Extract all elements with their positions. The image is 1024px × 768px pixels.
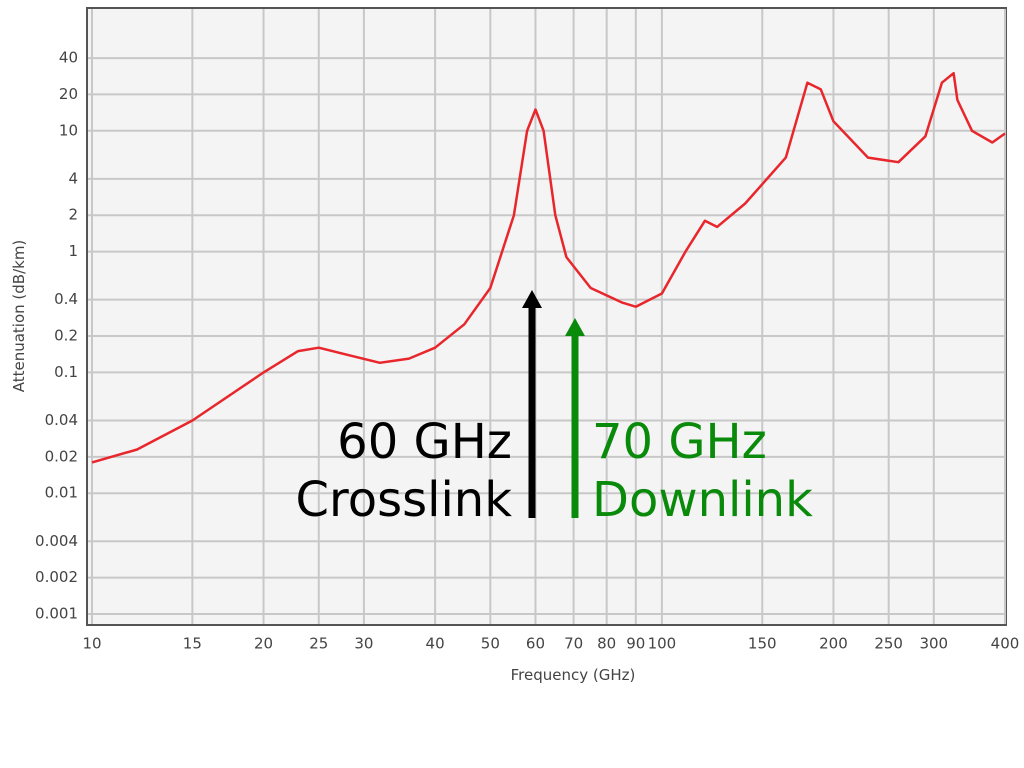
y-tick-label: 40	[59, 49, 78, 67]
x-tick-label: 80	[597, 635, 616, 653]
y-tick-label: 20	[59, 85, 78, 103]
y-axis-label: Attenuation (dB/km)	[10, 240, 28, 393]
x-tick-label: 200	[819, 635, 848, 653]
y-tick-label: 0.2	[54, 327, 78, 345]
y-tick-label: 0.002	[35, 568, 78, 586]
annotation: Downlink	[592, 472, 813, 528]
annotation: 70 GHz	[592, 414, 767, 470]
x-tick-label: 100	[648, 635, 677, 653]
annotation: Crosslink	[296, 472, 513, 528]
x-tick-label: 90	[626, 635, 645, 653]
ticks: 10 15 20 25 30 40 50 60 70 80 90 100 150 200 250 300 400…	[35, 49, 1019, 653]
x-tick-label: 25	[309, 635, 328, 653]
y-tick-label: 0.02	[45, 447, 78, 465]
arrowhead-60	[522, 290, 542, 308]
plot-area	[86, 7, 1007, 626]
line	[91, 71, 1006, 464]
grid	[88, 9, 1006, 624]
x-tick-label: 15	[183, 635, 202, 653]
y-tick-label: 0.004	[35, 532, 78, 550]
arrowhead-70	[565, 318, 585, 336]
y-tick-label: 10	[59, 121, 78, 139]
x-axis-label: Frequency (GHz)	[511, 666, 636, 684]
x-tick-label: 40	[426, 635, 445, 653]
annotation: 60 GHz	[337, 414, 512, 470]
y-tick-label: 0.1	[54, 363, 78, 381]
curve	[91, 71, 1006, 464]
x-tick-label: 150	[748, 635, 777, 653]
y-tick-label: 0.001	[35, 605, 78, 623]
y-tick-label: 0.4	[54, 290, 78, 308]
x-tick-label: 10	[82, 635, 101, 653]
y-tick-label: 0.01	[45, 484, 78, 502]
x-tick-label: 30	[354, 635, 373, 653]
y-tick-label: 4	[68, 169, 78, 187]
x-tick-label: 400	[991, 635, 1020, 653]
x-tick-label: 70	[564, 635, 583, 653]
y-tick-label: 1	[68, 242, 78, 260]
x-tick-label: 60	[526, 635, 545, 653]
y-tick-label: 0.04	[45, 411, 78, 429]
x-tick-label: 50	[481, 635, 500, 653]
x-tick-label: 20	[254, 635, 273, 653]
y-tick-label: 2	[68, 206, 78, 224]
x-tick-label: 250	[874, 635, 903, 653]
x-tick-label: 300	[919, 635, 948, 653]
